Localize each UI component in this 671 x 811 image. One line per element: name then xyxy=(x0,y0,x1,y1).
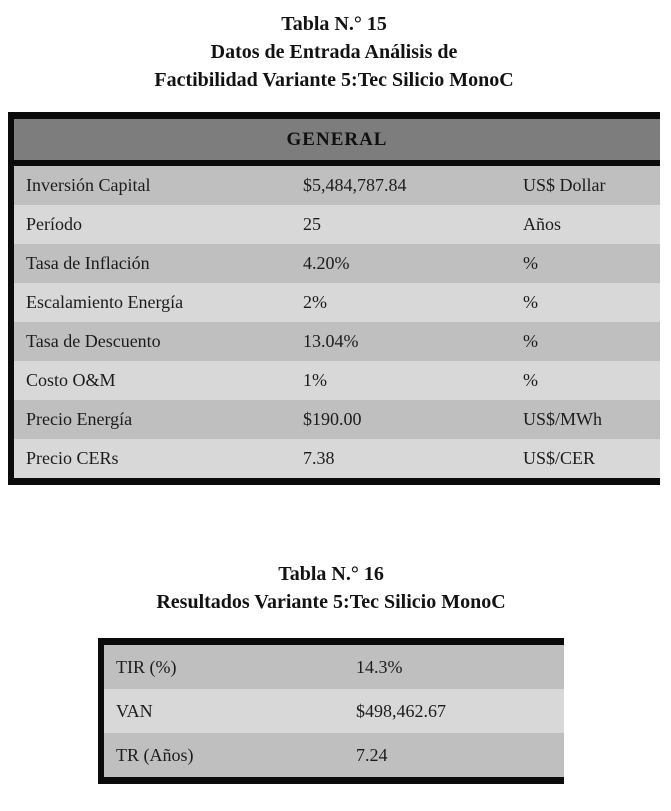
row-unit: US$/CER xyxy=(523,448,596,468)
row-label: Escalamiento Energía xyxy=(26,292,184,312)
row-value: $190.00 xyxy=(303,409,362,429)
table16-resultados: TIR (%) 14.3% VAN $498,462.67 TR (Años) … xyxy=(98,638,564,784)
row-unit: % xyxy=(523,253,538,273)
table-row: Tasa de Inflación 4.20% % xyxy=(14,244,660,283)
row-value: 2% xyxy=(303,292,327,312)
row-label: TIR (%) xyxy=(116,656,177,677)
row-value: $498,462.67 xyxy=(356,700,446,721)
row-value: 25 xyxy=(303,214,321,234)
table15-title: Tabla N.° 15 Datos de Entrada Análisis d… xyxy=(8,10,660,94)
row-value: 4.20% xyxy=(303,253,350,273)
row-label: VAN xyxy=(116,700,153,721)
row-value: 1% xyxy=(303,370,327,390)
row-value: 7.24 xyxy=(356,744,388,765)
row-value: 7.38 xyxy=(303,448,335,468)
row-label: Tasa de Inflación xyxy=(26,253,150,273)
table15-datos-entrada: GENERAL Inversión Capital $5,484,787.84 … xyxy=(8,112,660,485)
table15-title-line-1: Tabla N.° 15 xyxy=(281,13,387,35)
table15-general-header: GENERAL xyxy=(14,119,660,166)
row-label: Período xyxy=(26,214,82,234)
table16-title-line-2: Resultados Variante 5:Tec Silicio MonoC xyxy=(156,591,506,613)
row-label: Costo O&M xyxy=(26,370,116,390)
row-unit: % xyxy=(523,370,538,390)
row-value: 14.3% xyxy=(356,656,403,677)
row-unit: % xyxy=(523,331,538,351)
table-row: Período 25 Años xyxy=(14,205,660,244)
table-row: Costo O&M 1% % xyxy=(14,361,660,400)
table-row: Inversión Capital $5,484,787.84 US$ Doll… xyxy=(14,166,660,205)
table15-title-line-3: Factibilidad Variante 5:Tec Silicio Mono… xyxy=(154,69,514,91)
row-value: $5,484,787.84 xyxy=(303,175,407,195)
table-row: Tasa de Descuento 13.04% % xyxy=(14,322,660,361)
row-value: 13.04% xyxy=(303,331,359,351)
table15-title-line-2: Datos de Entrada Análisis de xyxy=(210,41,458,63)
row-label: Precio Energía xyxy=(26,409,133,429)
table-row: Precio Energía $190.00 US$/MWh xyxy=(14,400,660,439)
row-unit: Años xyxy=(523,214,562,234)
table-row: TR (Años) 7.24 xyxy=(104,733,564,777)
table16-title-line-1: Tabla N.° 16 xyxy=(278,563,384,585)
table16-title: Tabla N.° 16 Resultados Variante 5:Tec S… xyxy=(98,560,564,616)
table-row: Precio CERs 7.38 US$/CER xyxy=(14,439,660,478)
row-label: Inversión Capital xyxy=(26,175,151,195)
row-unit: % xyxy=(523,292,538,312)
table-row: Escalamiento Energía 2% % xyxy=(14,283,660,322)
table-row: VAN $498,462.67 xyxy=(104,689,564,733)
row-label: Tasa de Descuento xyxy=(26,331,161,351)
table-row: TIR (%) 14.3% xyxy=(104,645,564,689)
row-unit: US$/MWh xyxy=(523,409,603,429)
row-label: TR (Años) xyxy=(116,744,194,765)
row-unit: US$ Dollar xyxy=(523,175,606,195)
row-label: Precio CERs xyxy=(26,448,119,468)
